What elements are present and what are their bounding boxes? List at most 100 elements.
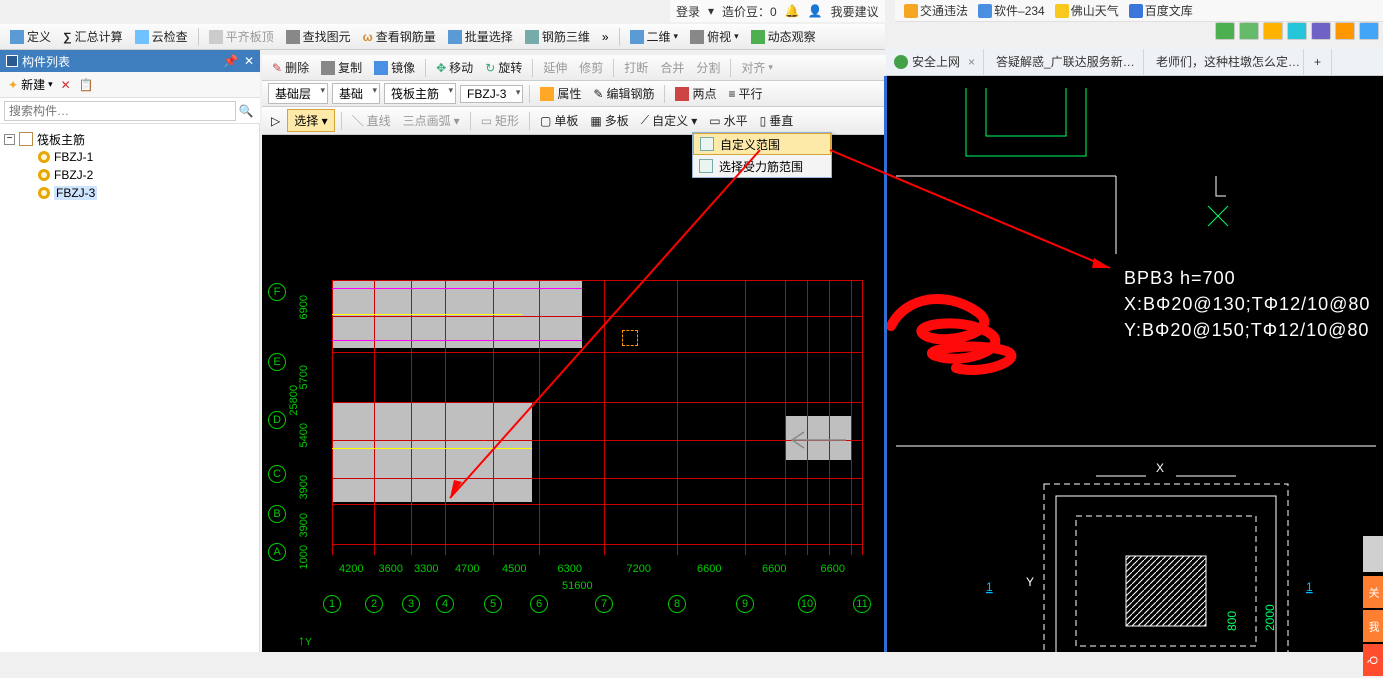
tree-item-fbzj2[interactable]: FBZJ-2 (38, 166, 255, 184)
eraser-icon: ✎ (272, 61, 282, 75)
ext-icon[interactable] (1359, 22, 1379, 40)
batch-select-button[interactable]: 批量选择 (444, 26, 517, 47)
side-tab-q[interactable]: Q (1363, 644, 1383, 676)
rect-button: ▭矩形 (477, 110, 523, 131)
ext-icon[interactable] (1239, 22, 1259, 40)
cursor-icon[interactable]: ▷ (268, 114, 283, 128)
browser-tab[interactable]: 安全上网× (886, 49, 984, 75)
tree-root[interactable]: − 筏板主筋 (4, 130, 255, 148)
attr-button[interactable]: 属性 (536, 83, 585, 104)
dynamic-view-button[interactable]: 动态观察 (747, 26, 820, 47)
multi-board-button[interactable]: ▦多板 (586, 110, 632, 131)
ext-icon[interactable] (1287, 22, 1307, 40)
define-icon (10, 30, 24, 44)
svg-text:Y: Y (1026, 575, 1034, 589)
hdim: 4200 (339, 563, 363, 575)
collapse-icon[interactable]: − (4, 134, 15, 145)
attr-icon (540, 87, 554, 101)
new-button[interactable]: ✦新建▾ (8, 76, 53, 93)
person-icon[interactable]: 👤 (808, 4, 823, 18)
find-icon (286, 30, 300, 44)
bookmark-software[interactable]: 软件–234 (975, 2, 1048, 19)
new-tab-button[interactable]: + (1304, 49, 1332, 75)
more-icon[interactable]: » (598, 30, 613, 44)
ext-icon[interactable] (1335, 22, 1355, 40)
bookmark-weather[interactable]: 佛山天气 (1052, 2, 1122, 19)
perspective-button[interactable]: 俯视▾ (686, 26, 743, 47)
browser-tab[interactable]: 答疑解惑_广联达服务新…× (984, 49, 1144, 75)
gear-icon (38, 169, 50, 181)
edit-toolbar: ✎删除 复制 镜像 ✥移动 ↻旋转 延伸 修剪 打断 合并 分割 对齐▾ (262, 55, 886, 81)
delete-button[interactable]: ✎删除 (268, 57, 313, 78)
delete-icon[interactable]: ✕ (61, 78, 71, 92)
move-button[interactable]: ✥移动 (432, 57, 477, 78)
bell-icon[interactable]: 🔔 (785, 4, 800, 18)
hdim: 6600 (821, 563, 845, 575)
suggest-link[interactable]: 我要建议 (831, 3, 879, 20)
main-toolbar: 定义 ∑汇总计算 云检查 平齐板顶 查找图元 ω查看钢筋量 批量选择 钢筋三维 … (0, 24, 885, 50)
two-points-button[interactable]: 两点 (671, 83, 720, 104)
cad-viewer[interactable]: 800 2000 X Y 1 1 BPB3 h=700 X:BΦ20@130;T… (886, 76, 1383, 652)
side-gray[interactable] (1363, 536, 1383, 572)
tab-close-icon[interactable]: × (968, 55, 975, 69)
menu-item-select-rebar-range[interactable]: 选择受力筋范围 (693, 155, 831, 177)
ext-icon[interactable] (1311, 22, 1331, 40)
grid-area (332, 280, 862, 555)
gear-icon (38, 151, 50, 163)
view2d-button[interactable]: 二维▾ (626, 26, 683, 47)
window-divider[interactable] (884, 76, 887, 652)
bookmark-wenku[interactable]: 百度文库 (1126, 2, 1196, 19)
browser-tab[interactable]: 老师们，这种柱墩怎么定…× (1144, 49, 1304, 75)
panel-close-icon[interactable]: ✕ (244, 54, 254, 69)
define-button[interactable]: 定义 (6, 26, 55, 47)
search-input[interactable] (4, 101, 236, 121)
flat-button: 平齐板顶 (205, 26, 278, 47)
vdim: 5400 (298, 423, 310, 447)
hdim: 3300 (414, 563, 438, 575)
model-canvas[interactable]: F E D C B A 6900 5700 25800 5400 3900 39… (262, 135, 886, 652)
cad-text2: X:BΦ20@130;TΦ12/10@80 (1124, 294, 1370, 315)
panel-pin-icon[interactable]: 📌 (223, 54, 238, 69)
login-arrow-icon[interactable]: ▾ (708, 4, 714, 18)
panel-title: 构件列表 (22, 53, 70, 70)
ext-icon[interactable] (1263, 22, 1283, 40)
sum-button[interactable]: ∑汇总计算 (59, 26, 127, 47)
rebar-qty-button[interactable]: ω查看钢筋量 (359, 26, 440, 47)
context-toolbar: 基础层 基础 筏板主筋 FBZJ-3 属性 ✎编辑钢筋 两点 ≡平行 (262, 81, 886, 107)
vdim: 1000 (298, 545, 310, 569)
floor-dropdown[interactable]: 基础层 (268, 83, 328, 104)
side-tab-1[interactable]: 关 (1363, 576, 1383, 608)
menu-item-custom-range[interactable]: 自定义范围 (693, 133, 831, 155)
hdim: 4500 (502, 563, 526, 575)
move-icon: ✥ (436, 61, 446, 75)
mirror-button[interactable]: 镜像 (370, 57, 419, 78)
side-tab-2[interactable]: 我 (1363, 610, 1383, 642)
axis-col: 3 (402, 595, 420, 613)
login-link[interactable]: 登录 (676, 3, 700, 20)
flat-icon (209, 30, 223, 44)
select-button[interactable]: 选择 ▾ (287, 109, 334, 132)
search-icon[interactable]: 🔍 (236, 101, 256, 121)
parallel-button[interactable]: ≡平行 (725, 83, 767, 104)
type-dropdown[interactable]: 筏板主筋 (384, 83, 456, 104)
custom-button[interactable]: ⟋自定义 ▾ (637, 110, 701, 131)
persp-icon (690, 30, 704, 44)
vertical-button[interactable]: ▯垂直 (756, 110, 798, 131)
category-dropdown[interactable]: 基础 (332, 83, 380, 104)
bookmark-traffic[interactable]: 交通违法 (901, 2, 971, 19)
tree-item-fbzj3[interactable]: FBZJ-3 (38, 184, 255, 202)
component-dropdown[interactable]: FBZJ-3 (460, 85, 523, 103)
cloud-check-button[interactable]: 云检查 (131, 26, 192, 47)
horizontal-button[interactable]: ▭水平 (705, 110, 751, 131)
red-annotation (886, 286, 1056, 396)
tree-item-fbzj1[interactable]: FBZJ-1 (38, 148, 255, 166)
rebar3d-button[interactable]: 钢筋三维 (521, 26, 594, 47)
axis-col: 6 (530, 595, 548, 613)
edit-rebar-button[interactable]: ✎编辑钢筋 (589, 83, 658, 104)
find-element-button[interactable]: 查找图元 (282, 26, 355, 47)
rotate-button[interactable]: ↻旋转 (481, 57, 526, 78)
copy-icon[interactable]: 📋 (79, 78, 94, 92)
copy-button[interactable]: 复制 (317, 57, 366, 78)
ext-icon[interactable] (1215, 22, 1235, 40)
single-board-button[interactable]: ▢单板 (536, 110, 582, 131)
